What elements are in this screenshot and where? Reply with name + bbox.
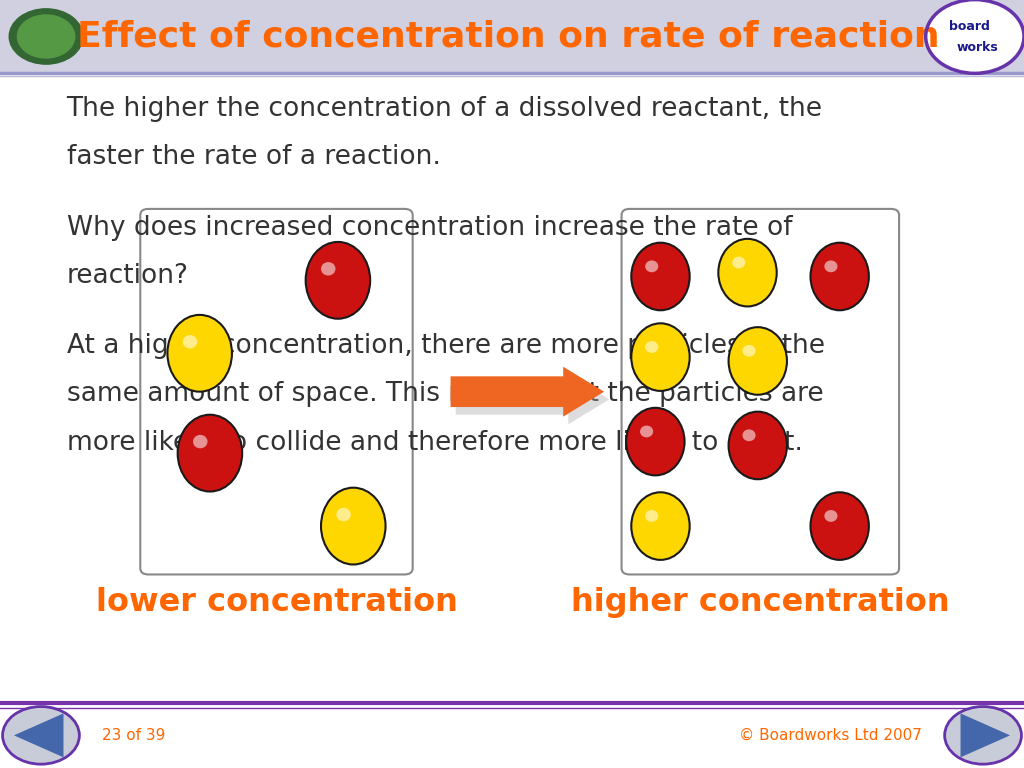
Ellipse shape — [732, 257, 745, 268]
Text: higher concentration: higher concentration — [571, 588, 949, 618]
Ellipse shape — [824, 260, 838, 273]
Text: reaction?: reaction? — [67, 263, 188, 289]
Ellipse shape — [3, 707, 80, 764]
Text: lower concentration: lower concentration — [95, 588, 458, 618]
FancyBboxPatch shape — [140, 209, 413, 574]
Text: works: works — [957, 41, 998, 54]
Circle shape — [17, 15, 75, 58]
Ellipse shape — [178, 415, 242, 492]
Ellipse shape — [944, 707, 1021, 764]
Ellipse shape — [645, 510, 658, 522]
Ellipse shape — [305, 242, 371, 319]
Ellipse shape — [719, 239, 776, 306]
Ellipse shape — [811, 243, 868, 310]
Text: more likely to collide and therefore more likely to react.: more likely to collide and therefore mor… — [67, 430, 803, 456]
Ellipse shape — [742, 345, 756, 356]
Text: At a higher concentration, there are more particles in the: At a higher concentration, there are mor… — [67, 333, 824, 359]
Circle shape — [926, 0, 1024, 74]
Text: © Boardworks Ltd 2007: © Boardworks Ltd 2007 — [738, 728, 922, 743]
Polygon shape — [451, 367, 604, 416]
Ellipse shape — [631, 492, 690, 560]
Text: 23 of 39: 23 of 39 — [102, 728, 166, 743]
Ellipse shape — [336, 508, 351, 521]
Ellipse shape — [631, 243, 690, 310]
Text: Why does increased concentration increase the rate of: Why does increased concentration increas… — [67, 214, 793, 240]
FancyBboxPatch shape — [0, 0, 1024, 73]
Ellipse shape — [631, 323, 690, 391]
Ellipse shape — [811, 492, 868, 560]
FancyBboxPatch shape — [622, 209, 899, 574]
Text: board: board — [949, 20, 990, 33]
Text: same amount of space. This means that the particles are: same amount of space. This means that th… — [67, 382, 823, 408]
Ellipse shape — [729, 412, 786, 479]
FancyBboxPatch shape — [0, 703, 1024, 768]
Ellipse shape — [193, 435, 208, 449]
Ellipse shape — [824, 510, 838, 522]
Ellipse shape — [729, 327, 786, 395]
Ellipse shape — [626, 408, 684, 475]
Polygon shape — [456, 375, 609, 424]
Polygon shape — [961, 713, 1010, 757]
Ellipse shape — [322, 488, 385, 564]
Ellipse shape — [645, 260, 658, 273]
Ellipse shape — [640, 425, 653, 438]
Circle shape — [9, 9, 83, 65]
Text: The higher the concentration of a dissolved reactant, the: The higher the concentration of a dissol… — [67, 96, 822, 122]
Ellipse shape — [182, 335, 198, 349]
Polygon shape — [14, 713, 63, 757]
Text: Effect of concentration on rate of reaction: Effect of concentration on rate of react… — [77, 19, 939, 54]
Text: faster the rate of a reaction.: faster the rate of a reaction. — [67, 144, 440, 170]
Ellipse shape — [742, 429, 756, 441]
Ellipse shape — [321, 262, 336, 276]
Ellipse shape — [167, 315, 231, 392]
Ellipse shape — [645, 341, 658, 353]
